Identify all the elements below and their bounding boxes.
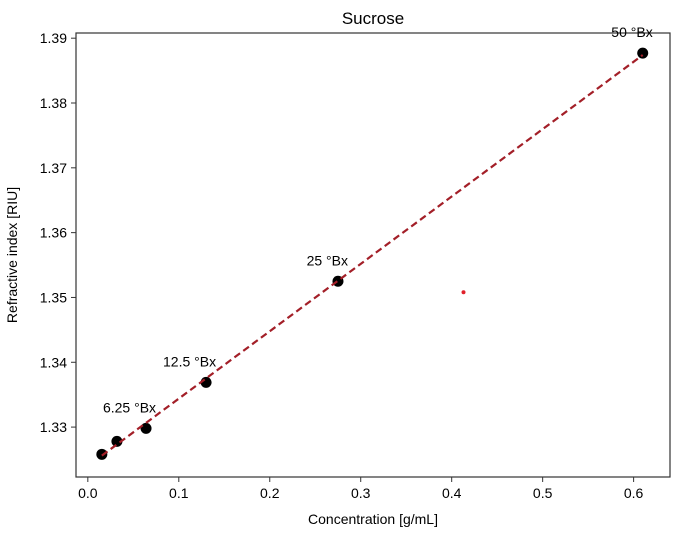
y-tick-label: 1.37: [40, 160, 67, 176]
y-tick-label: 1.36: [40, 225, 67, 241]
x-tick-label: 0.4: [442, 485, 462, 501]
x-tick-label: 0.6: [624, 485, 644, 501]
point-annotation: 50 °Bx: [611, 24, 652, 40]
extra-point: [461, 290, 466, 295]
y-tick-label: 1.35: [40, 289, 67, 305]
y-tick-label: 1.33: [40, 419, 67, 435]
y-axis-label: Refractive index [RIU]: [4, 187, 20, 323]
point-annotation: 6.25 °Bx: [103, 399, 156, 415]
y-tick-label: 1.39: [40, 30, 67, 46]
y-tick-label: 1.34: [40, 354, 67, 370]
x-axis-label: Concentration [g/mL]: [308, 511, 438, 527]
point-annotation: 25 °Bx: [307, 252, 348, 268]
y-tick-label: 1.38: [40, 95, 67, 111]
plot-frame: [75, 32, 671, 478]
x-tick-label: 0.0: [78, 485, 98, 501]
x-tick-label: 0.1: [169, 485, 189, 501]
point-annotation: 12.5 °Bx: [163, 353, 216, 369]
data-point: [637, 47, 649, 59]
x-tick-label: 0.2: [260, 485, 280, 501]
data-point: [111, 435, 123, 447]
fit-line: [101, 54, 644, 457]
chart-title: Sucrose: [342, 9, 404, 28]
x-tick-label: 0.3: [351, 485, 371, 501]
data-point: [140, 422, 152, 434]
x-tick-label: 0.5: [533, 485, 553, 501]
